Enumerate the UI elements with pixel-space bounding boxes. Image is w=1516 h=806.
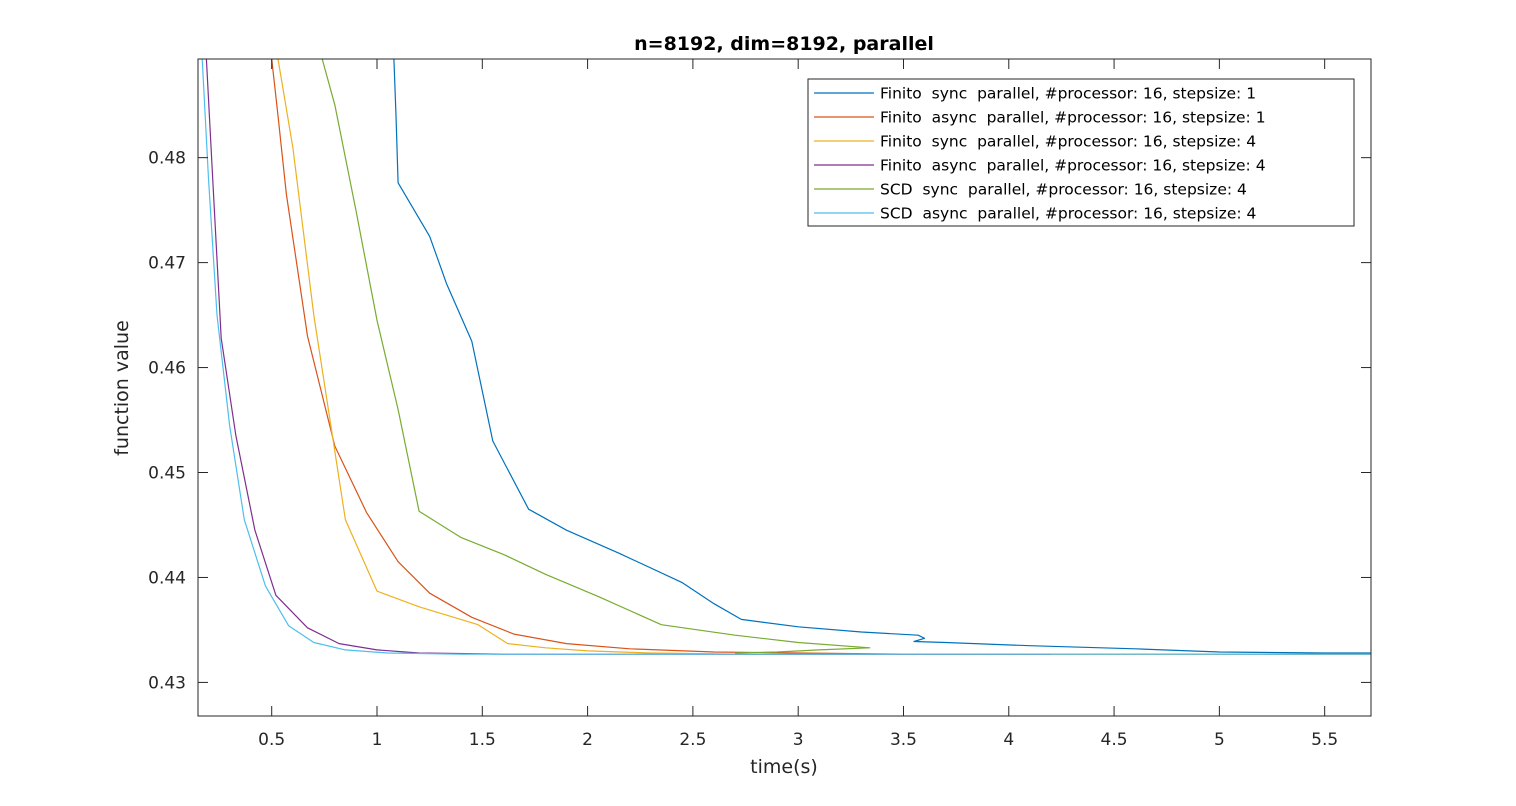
x-tick-label: 2 [582,730,593,750]
plot-frame [197,58,1372,717]
x-tick-label: 5.5 [1311,730,1338,750]
series-line-1 [393,59,1371,654]
legend-label-3: Finito sync parallel, #processor: 16, st… [880,133,1256,151]
x-tick-label: 3 [793,730,804,750]
x-axis-label: time(s) [750,756,818,778]
chart-title: n=8192, dim=8192, parallel [634,33,934,55]
series-line-6 [201,59,1371,655]
series-line-5 [321,59,871,654]
x-tick-label: 0.5 [258,730,285,750]
y-tick-label: 0.48 [148,149,186,169]
x-tick-label: 3.5 [890,730,917,750]
x-tick-label: 4 [1003,730,1014,750]
x-tick-label: 2.5 [679,730,706,750]
x-tick-label: 1 [372,730,383,750]
legend-label-6: SCD async parallel, #processor: 16, step… [880,205,1256,223]
legend-items: Finito sync parallel, #processor: 16, st… [814,85,1266,223]
y-axis: 0.43 0.44 0.45 0.46 0.47 0.48 [148,149,1371,693]
legend-box [807,78,1355,227]
y-tick-label: 0.43 [148,673,186,693]
legend-label-4: Finito async parallel, #processor: 16, s… [880,157,1266,175]
x-tick-label: 5 [1214,730,1225,750]
x-tick-label: 1.5 [469,730,496,750]
series-layer [201,59,1371,655]
legend-label-1: Finito sync parallel, #processor: 16, st… [880,85,1256,103]
x-axis: 0.5 1 1.5 2 2.5 3 3.5 4 4.5 5 5.5 [258,59,1338,750]
y-tick-label: 0.46 [148,359,186,379]
y-tick-label: 0.47 [148,254,186,274]
legend-label-5: SCD sync parallel, #processor: 16, steps… [880,181,1247,199]
legend: Finito sync parallel, #processor: 16, st… [807,78,1355,227]
y-tick-label: 0.44 [148,568,186,588]
y-axis-label: function value [111,320,133,456]
legend-label-2: Finito async parallel, #processor: 16, s… [880,109,1266,127]
y-tick-label: 0.45 [148,464,186,484]
x-tick-label: 4.5 [1101,730,1128,750]
